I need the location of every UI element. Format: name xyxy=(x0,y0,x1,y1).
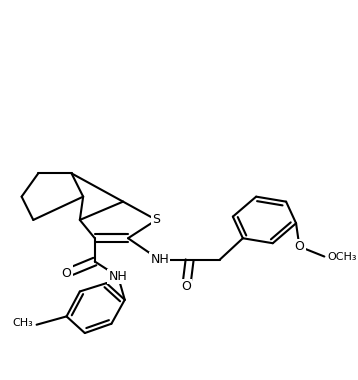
Text: O: O xyxy=(62,267,72,280)
Text: NH: NH xyxy=(109,270,127,283)
Text: S: S xyxy=(153,214,160,226)
Text: NH: NH xyxy=(150,253,169,266)
Text: O: O xyxy=(182,280,191,293)
Text: OCH₃: OCH₃ xyxy=(328,252,357,261)
Text: O: O xyxy=(295,240,304,253)
Text: CH₃: CH₃ xyxy=(13,318,33,328)
